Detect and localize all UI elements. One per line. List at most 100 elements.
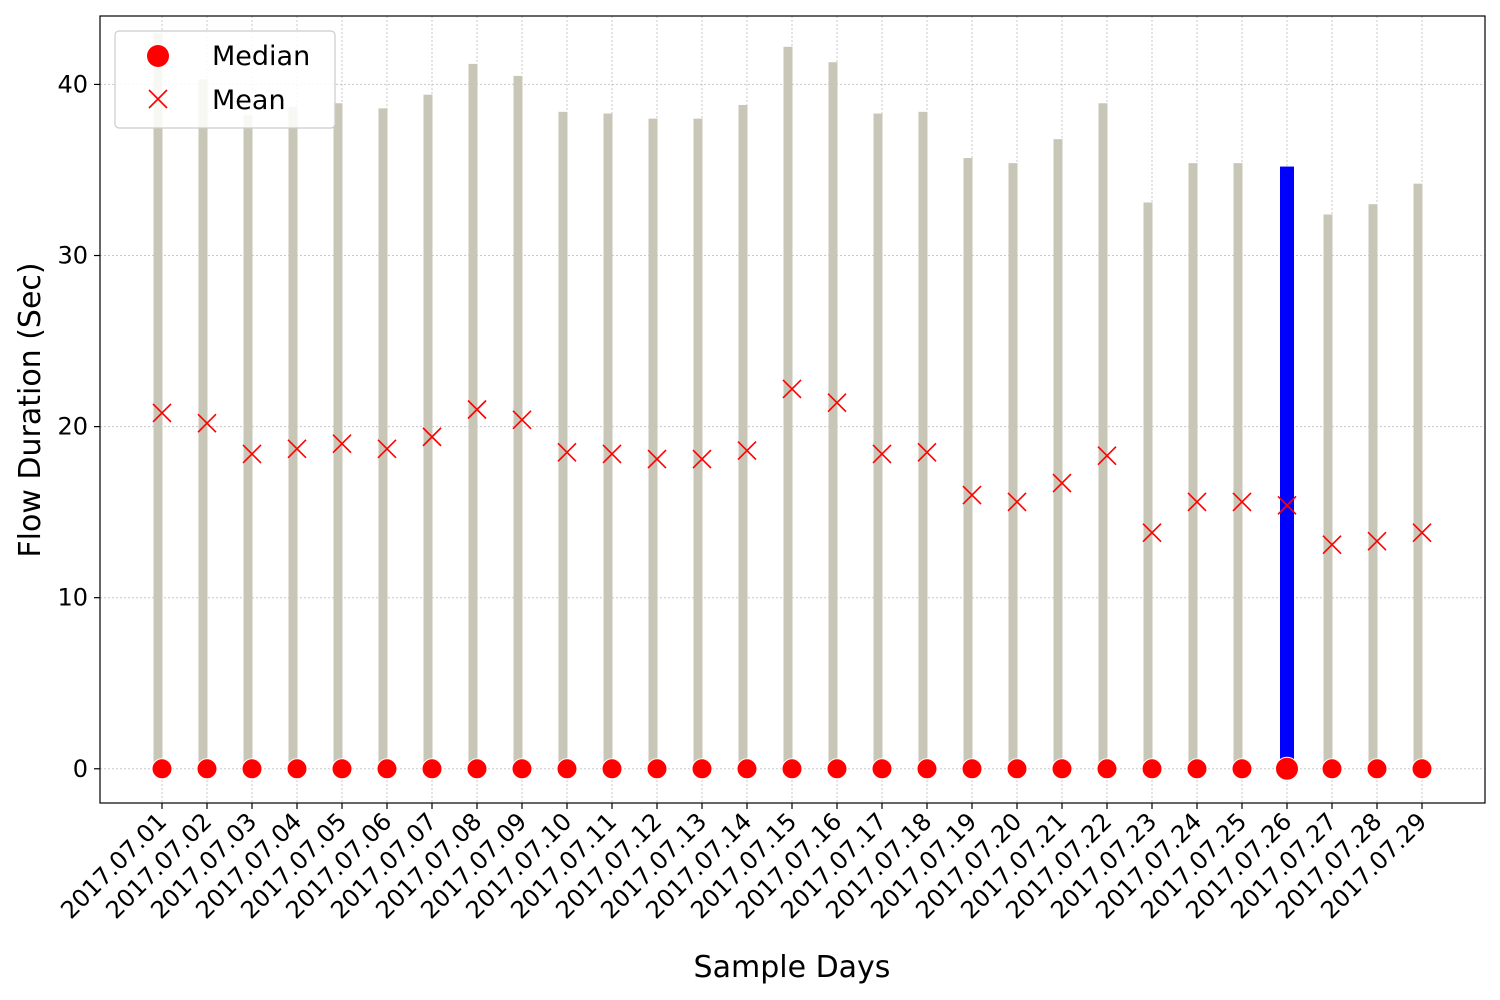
range-bar-highlighted xyxy=(1280,166,1294,769)
y-axis-ticks: 0 10 20 30 40 xyxy=(57,70,100,783)
y-tick-label: 10 xyxy=(57,584,88,612)
legend-mean-x xyxy=(148,89,168,109)
range-bar xyxy=(963,158,973,769)
mean-marker xyxy=(1322,535,1342,555)
median-marker xyxy=(871,758,893,780)
range-bar xyxy=(288,106,298,769)
median-marker xyxy=(1411,758,1433,780)
mean-marker xyxy=(1052,473,1072,493)
median-marker xyxy=(196,758,218,780)
y-axis-title: Flow Duration (Sec) xyxy=(13,262,48,557)
range-bar xyxy=(648,118,658,769)
range-bar xyxy=(873,113,883,769)
legend-mean-label: Mean xyxy=(212,85,286,116)
median-marker xyxy=(1096,758,1118,780)
range-bar xyxy=(153,33,163,769)
range-bar xyxy=(1413,183,1423,769)
mean-marker xyxy=(1412,523,1432,543)
median-marker xyxy=(1275,756,1299,781)
mean-marker xyxy=(1367,531,1387,551)
range-bar xyxy=(468,63,478,769)
range-bar xyxy=(378,108,388,769)
median-marker xyxy=(736,758,758,780)
legend-median-label: Median xyxy=(212,41,310,72)
range-bar xyxy=(558,111,568,769)
median-marker xyxy=(556,758,578,780)
median-marker xyxy=(916,758,938,780)
data-markers xyxy=(151,379,1433,781)
range-bar xyxy=(198,79,208,769)
mean-marker xyxy=(422,427,442,447)
median-marker xyxy=(1141,758,1163,780)
median-marker xyxy=(331,758,353,780)
mean-marker xyxy=(1007,492,1027,512)
median-marker xyxy=(1321,758,1343,780)
median-marker xyxy=(1366,758,1388,780)
mean-marker xyxy=(647,449,667,469)
mean-marker xyxy=(1232,492,1252,512)
range-bar xyxy=(1098,103,1108,769)
mean-marker xyxy=(1142,523,1162,543)
range-bar xyxy=(1368,204,1378,769)
y-tick-label: 40 xyxy=(57,70,88,98)
mean-marker xyxy=(242,444,262,464)
median-marker xyxy=(601,758,623,780)
range-bar xyxy=(1053,139,1063,769)
legend-mean-marker xyxy=(148,89,168,109)
range-bar xyxy=(1188,163,1198,769)
median-marker xyxy=(646,758,668,780)
mean-marker xyxy=(917,442,937,462)
median-marker xyxy=(376,758,398,780)
range-bar xyxy=(1323,214,1333,769)
range-bar xyxy=(828,62,838,769)
mean-marker xyxy=(197,413,217,433)
mean-marker xyxy=(692,449,712,469)
y-tick-label: 20 xyxy=(57,413,88,441)
range-bar xyxy=(243,115,253,769)
median-marker xyxy=(691,758,713,780)
median-marker xyxy=(781,758,803,780)
range-bar xyxy=(513,75,523,769)
mean-marker xyxy=(512,410,532,430)
x-axis-title: Sample Days xyxy=(694,950,891,985)
median-marker xyxy=(466,758,488,780)
median-marker xyxy=(961,758,983,780)
range-bar xyxy=(918,111,928,769)
range-bar xyxy=(333,103,343,769)
legend: Median Mean xyxy=(114,30,336,129)
mean-marker xyxy=(962,485,982,505)
mean-marker xyxy=(827,393,847,413)
legend-box xyxy=(114,30,336,129)
range-bar xyxy=(693,118,703,769)
x-axis-ticks: 2017.07.012017.07.022017.07.032017.07.04… xyxy=(55,803,1432,924)
median-marker xyxy=(151,758,173,780)
range-bar xyxy=(423,94,433,769)
median-marker xyxy=(1231,758,1253,780)
mean-marker xyxy=(782,379,802,399)
median-marker xyxy=(511,758,533,780)
median-marker xyxy=(1186,758,1208,780)
median-marker xyxy=(826,758,848,780)
range-bar xyxy=(738,104,748,769)
y-tick-label: 0 xyxy=(73,755,88,783)
mean-marker xyxy=(287,439,307,459)
mean-marker xyxy=(332,434,352,454)
median-marker xyxy=(421,758,443,780)
range-bar xyxy=(603,113,613,769)
legend-median-marker xyxy=(147,45,169,67)
mean-marker xyxy=(737,440,757,461)
range-bars xyxy=(153,33,1423,769)
range-bar xyxy=(1143,202,1153,769)
y-tick-label: 30 xyxy=(57,242,88,270)
mean-marker xyxy=(377,439,397,459)
mean-marker xyxy=(1097,446,1117,466)
range-bar xyxy=(1008,163,1018,769)
mean-marker xyxy=(152,403,172,423)
mean-marker xyxy=(602,444,622,464)
mean-marker xyxy=(1277,495,1297,515)
range-bar xyxy=(1233,163,1243,769)
median-marker xyxy=(241,758,263,780)
mean-marker xyxy=(557,442,577,462)
range-bar xyxy=(783,46,793,769)
